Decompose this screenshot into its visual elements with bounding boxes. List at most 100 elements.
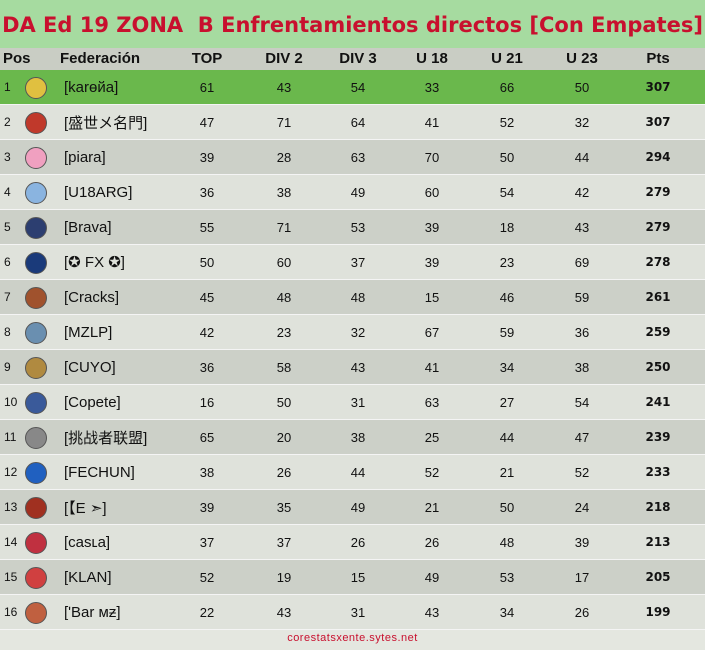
points: 239 [645, 430, 671, 444]
score: 59 [574, 289, 590, 305]
score: 50 [574, 79, 590, 95]
score: 52 [499, 114, 515, 130]
team-logo [25, 602, 47, 624]
position: 11 [4, 430, 17, 444]
score: 32 [574, 114, 590, 130]
score: 16 [199, 394, 215, 410]
federation-name: [MZLP] [64, 323, 113, 341]
score: 39 [424, 219, 440, 235]
score: 49 [424, 569, 440, 585]
points: 307 [645, 80, 671, 94]
points: 199 [645, 605, 671, 619]
position: 9 [4, 360, 11, 374]
points: 205 [645, 570, 671, 584]
score: 43 [574, 219, 590, 235]
position: 7 [4, 290, 11, 304]
score: 26 [574, 604, 590, 620]
score: 43 [424, 604, 440, 620]
column-header: DIV 2 [265, 50, 303, 67]
score: 63 [350, 149, 366, 165]
team-logo [25, 252, 47, 274]
team-logo [25, 357, 47, 379]
team-logo [25, 77, 47, 99]
score: 47 [199, 114, 215, 130]
table-row: 15 [KLAN] 52 19 15 49 53 17 205 [0, 560, 705, 595]
score: 36 [574, 324, 590, 340]
score: 50 [199, 254, 215, 270]
score: 47 [574, 429, 590, 445]
points: 261 [645, 290, 671, 304]
points: 241 [645, 395, 671, 409]
table-row: 6 [✪ FX ✪] 50 60 37 39 23 69 278 [0, 245, 705, 280]
score: 61 [199, 79, 215, 95]
score: 53 [499, 569, 515, 585]
score: 38 [350, 429, 366, 445]
federation-name: [Copete] [64, 393, 121, 411]
position: 5 [4, 220, 11, 234]
score: 28 [276, 149, 292, 165]
team-logo [25, 392, 47, 414]
score: 50 [499, 149, 515, 165]
points: 279 [645, 185, 671, 199]
federation-name: [Cracks] [64, 288, 120, 306]
federation-name: [karɵйa] [64, 78, 119, 96]
federation-name: [piara] [64, 148, 106, 166]
table-row: 14 [casʟa] 37 37 26 26 48 39 213 [0, 525, 705, 560]
federation-name: [盛世メ名門] [64, 114, 148, 132]
score: 49 [350, 184, 366, 200]
table-row: 16 [ʹBar мƶ] 22 43 31 43 34 26 199 [0, 595, 705, 630]
score: 37 [276, 534, 292, 550]
score: 21 [499, 464, 515, 480]
team-logo [25, 287, 47, 309]
position: 12 [4, 465, 18, 479]
table-row: 7 [Cracks] 45 48 48 15 46 59 261 [0, 280, 705, 315]
column-header: TOP [191, 50, 223, 67]
table-row: 1 [karɵйa] 61 43 54 33 66 50 307 [0, 70, 705, 105]
position: 8 [4, 325, 11, 339]
score: 44 [499, 429, 515, 445]
points: 278 [645, 255, 671, 269]
score: 42 [199, 324, 215, 340]
score: 50 [276, 394, 292, 410]
score: 59 [499, 324, 515, 340]
table-row: 9 [CUYO] 36 58 43 41 34 38 250 [0, 350, 705, 385]
column-header: U 18 [416, 50, 448, 67]
score: 34 [499, 604, 515, 620]
score: 60 [424, 184, 440, 200]
table-row: 5 [Brava] 55 71 53 39 18 43 279 [0, 210, 705, 245]
score: 39 [424, 254, 440, 270]
score: 49 [350, 499, 366, 515]
position: 15 [4, 570, 18, 584]
column-header: Pos [3, 50, 31, 67]
score: 54 [350, 79, 366, 95]
score: 50 [499, 499, 515, 515]
federation-name: [casʟa] [64, 533, 111, 551]
score: 48 [499, 534, 515, 550]
score: 37 [350, 254, 366, 270]
position: 1 [4, 80, 11, 94]
position: 2 [4, 115, 11, 129]
score: 54 [574, 394, 590, 410]
position: 4 [4, 185, 11, 199]
score: 15 [350, 569, 366, 585]
title: DA Ed 19 ZONA B Enfrentamientos directos… [0, 0, 705, 48]
points: 279 [645, 220, 671, 234]
score: 23 [499, 254, 515, 270]
score: 19 [276, 569, 292, 585]
score: 38 [199, 464, 215, 480]
column-header: U 23 [566, 50, 598, 67]
score: 27 [499, 394, 515, 410]
footer: corestatsxente.sytes.net [287, 632, 418, 644]
score: 52 [199, 569, 215, 585]
score: 17 [574, 569, 590, 585]
score: 69 [574, 254, 590, 270]
score: 64 [350, 114, 366, 130]
score: 55 [199, 219, 215, 235]
column-header: Federación [60, 50, 141, 67]
score: 53 [350, 219, 366, 235]
score: 58 [276, 359, 292, 375]
position: 6 [4, 255, 11, 269]
score: 26 [350, 534, 366, 550]
score: 21 [424, 499, 440, 515]
